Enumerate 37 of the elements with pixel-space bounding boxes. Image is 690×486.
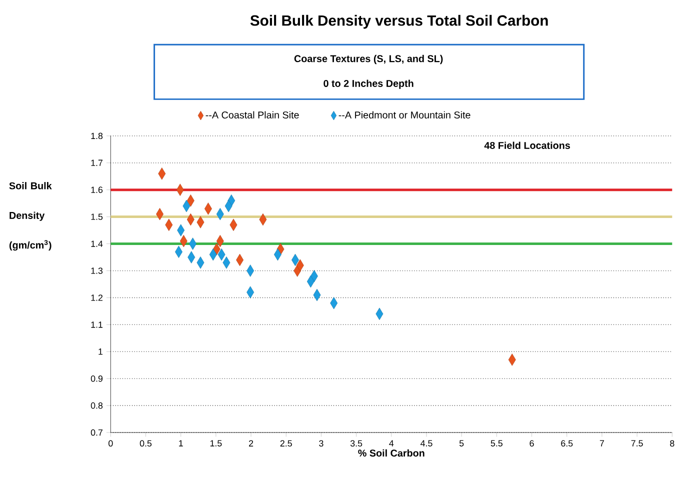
x-tick-label: 4.5 <box>420 440 432 446</box>
text: 0 to 2 Inches Depth <box>324 80 414 89</box>
y-tick-label: 1.3 <box>91 268 103 274</box>
x-tick-label: 2.5 <box>280 440 292 446</box>
y-tick-label: 1.7 <box>91 160 102 166</box>
y-tick-label: 1.5 <box>91 214 103 220</box>
y-tick-label: 1.1 <box>91 322 103 328</box>
x-tick-label: 0.5 <box>140 440 152 446</box>
x-axis-title: % Soil Carbon <box>358 449 424 457</box>
y-tick-label: 1.6 <box>91 186 103 193</box>
text: Soil Bulk Density (gm/cm$^{3}$) <box>9 182 52 251</box>
x-tick-label: 1 <box>179 440 183 446</box>
y-tick-label: 1.8 <box>91 132 103 140</box>
x-tick-label: 1.5 <box>210 440 222 446</box>
annotation: 48 Field Locations <box>484 142 570 149</box>
x-tick-label: 5 <box>459 440 464 446</box>
y-tick-label: 1.2 <box>91 294 102 301</box>
x-tick-label: 4 <box>389 440 394 446</box>
x-tick-label: 5.5 <box>490 440 502 446</box>
legend-label: --A Coastal Plain Site <box>206 111 299 118</box>
x-tick-label: 0 <box>108 440 113 446</box>
x-tick-label: 7 <box>600 440 604 446</box>
y-tick-label: 0.9 <box>90 375 103 382</box>
x-tick-label: 8 <box>670 440 674 446</box>
y-tick-label: 0.8 <box>90 402 103 409</box>
x-tick-label: 3 <box>319 440 324 446</box>
y-tick-label: 0.7 <box>90 429 102 436</box>
x-tick-label: 6.5 <box>561 440 573 446</box>
y-tick-label: 1 <box>98 348 103 355</box>
x-tick-label: 3.5 <box>350 440 362 446</box>
x-tick-label: 2 <box>249 440 254 446</box>
chart-title: Soil Bulk Density versus Total Soil Carbon <box>250 14 548 29</box>
chart-subtitle: Coarse Textures (S, LS, and SL) <box>294 54 443 64</box>
legend-label: --A Piedmont or Mountain Site <box>338 111 470 118</box>
y-tick-label: 1.4 <box>91 240 103 247</box>
x-tick-label: 6 <box>530 440 534 446</box>
x-tick-label: 7.5 <box>631 440 643 446</box>
